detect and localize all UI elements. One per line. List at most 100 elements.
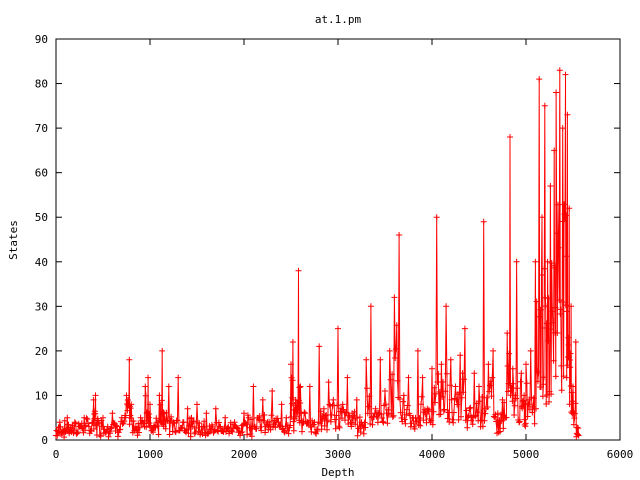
data-point-marker (419, 374, 426, 381)
data-point-marker (396, 232, 403, 238)
data-point-marker (71, 419, 78, 426)
data-point-marker (332, 425, 339, 432)
data-point-marker (488, 393, 495, 400)
data-point-marker (389, 414, 396, 420)
data-point-marker (56, 419, 63, 426)
data-point-marker (293, 407, 300, 414)
data-point-marker (447, 382, 453, 389)
x-tick-label: 6000 (607, 448, 634, 461)
y-tick-label: 40 (35, 256, 48, 269)
data-point-marker (308, 428, 315, 435)
data-point-marker (494, 410, 501, 417)
data-point-marker (237, 432, 244, 439)
data-point-marker (321, 422, 328, 429)
data-point-marker (297, 383, 304, 390)
data-point-marker (385, 406, 392, 413)
data-point-marker (425, 408, 432, 415)
data-point-marker (317, 420, 323, 427)
data-point-marker (283, 414, 290, 421)
data-point-marker (551, 262, 558, 269)
data-point-marker (476, 398, 483, 405)
series-group (53, 67, 582, 441)
data-point-marker (250, 383, 257, 390)
data-point-marker (82, 427, 88, 434)
data-point-marker (61, 434, 68, 441)
data-point-marker (253, 425, 260, 432)
data-point-marker (544, 258, 551, 265)
y-ticks: 0 10 20 30 40 50 60 70 80 90 (35, 33, 620, 447)
data-point-marker (491, 414, 498, 421)
data-point-marker (531, 420, 538, 427)
data-point-marker (92, 410, 99, 417)
data-point-marker (403, 411, 410, 418)
data-point-marker (299, 428, 305, 435)
data-point-marker (437, 411, 444, 418)
data-point-marker (468, 417, 475, 424)
data-point-marker (266, 424, 273, 431)
data-point-marker (571, 410, 578, 417)
data-point-marker (550, 357, 557, 364)
x-tick-label: 4000 (419, 448, 446, 461)
data-point-marker (533, 405, 539, 412)
data-point-marker (429, 421, 436, 428)
data-point-marker (109, 410, 116, 417)
data-point-marker (450, 409, 457, 416)
data-point-marker (541, 102, 548, 109)
data-point-marker (266, 418, 273, 425)
data-point-marker (196, 420, 203, 427)
data-point-marker (460, 389, 467, 396)
data-point-marker (501, 399, 508, 406)
data-point-marker (290, 418, 297, 425)
data-point-marker (114, 423, 121, 430)
data-point-marker (369, 421, 376, 428)
data-point-marker (480, 218, 487, 225)
data-point-marker (512, 392, 519, 399)
y-tick-label: 50 (35, 211, 48, 224)
data-point-marker (462, 417, 469, 424)
data-point-marker (513, 395, 519, 402)
data-point-marker (535, 370, 542, 376)
data-point-marker (458, 413, 464, 420)
data-point-marker (572, 339, 579, 345)
data-point-marker (327, 418, 334, 425)
data-point-marker (554, 330, 561, 336)
data-point-marker (457, 352, 464, 359)
data-point-marker (326, 401, 333, 408)
data-point-marker (150, 429, 157, 436)
data-point-marker (438, 361, 445, 368)
data-point-marker (159, 347, 166, 354)
data-point-marker (449, 416, 456, 423)
data-point-marker (479, 423, 486, 430)
data-point-marker (336, 424, 343, 431)
data-point-marker (414, 347, 421, 354)
data-point-marker (411, 425, 418, 432)
data-point-marker (473, 400, 480, 407)
data-point-marker (540, 374, 547, 381)
data-point-marker (107, 425, 114, 432)
data-point-marker (162, 425, 169, 432)
data-point-marker (526, 406, 533, 413)
data-point-marker (553, 89, 560, 96)
data-point-marker (190, 418, 197, 425)
data-point-marker (394, 377, 401, 384)
data-point-marker (100, 414, 106, 421)
data-point-marker (555, 244, 562, 251)
data-point-marker (543, 320, 550, 327)
data-point-marker (500, 425, 507, 432)
data-point-marker (318, 426, 325, 433)
data-point-marker (256, 413, 263, 419)
data-point-marker (466, 405, 473, 412)
data-point-marker (546, 398, 552, 405)
data-point-marker (275, 419, 282, 425)
data-point-marker (511, 402, 518, 409)
data-point-marker (572, 400, 579, 407)
data-point-marker (561, 201, 568, 208)
y-tick-label: 60 (35, 167, 48, 180)
data-point-marker (352, 421, 359, 428)
data-point-marker (540, 381, 547, 388)
data-point-marker (527, 347, 534, 354)
data-point-marker (560, 373, 567, 380)
data-point-marker (498, 418, 505, 425)
data-point-marker (234, 424, 240, 431)
